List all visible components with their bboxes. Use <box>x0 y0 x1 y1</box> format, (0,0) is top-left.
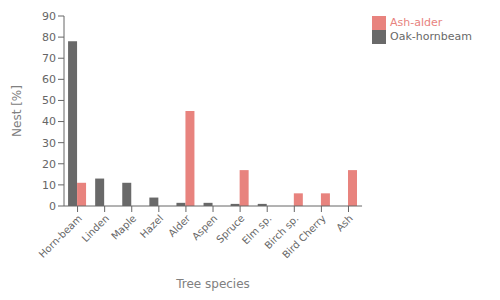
html-text:Oak-hornbeam: Oak-hornbeam <box>390 30 472 43</box>
svg-text:0: 0 <box>49 200 56 213</box>
svg-text:50: 50 <box>42 94 56 107</box>
svg-text:40: 40 <box>42 115 56 128</box>
svg-text:70: 70 <box>42 52 56 65</box>
svg-text:Maple: Maple <box>109 213 138 242</box>
svg-text:Hazel: Hazel <box>138 213 165 240</box>
svg-text:Ash: Ash <box>334 213 355 234</box>
svg-text:80: 80 <box>42 31 56 44</box>
svg-text:Elm sp.: Elm sp. <box>239 212 274 247</box>
svg-text:Birch sp.: Birch sp. <box>262 212 301 251</box>
svg-text:Horn-beam: Horn-beam <box>37 213 84 260</box>
svg-text:Aspen: Aspen <box>189 212 220 243</box>
svg-text:60: 60 <box>42 73 56 86</box>
svg-text:Linden: Linden <box>80 213 111 244</box>
svg-text:30: 30 <box>42 137 56 150</box>
svg-text:Nest [%]: Nest [%] <box>10 85 24 137</box>
svg-text:20: 20 <box>42 158 56 171</box>
svg-text:Spruce: Spruce <box>214 212 247 245</box>
svg-text:10: 10 <box>42 179 56 192</box>
svg-text:Bird Cherry: Bird Cherry <box>280 213 328 261</box>
svg-text:90: 90 <box>42 10 56 23</box>
html-text:Ash-alder: Ash-alder <box>390 16 443 29</box>
svg-text:Alder: Alder <box>166 212 193 239</box>
svg-text:Tree species: Tree species <box>175 277 250 291</box>
